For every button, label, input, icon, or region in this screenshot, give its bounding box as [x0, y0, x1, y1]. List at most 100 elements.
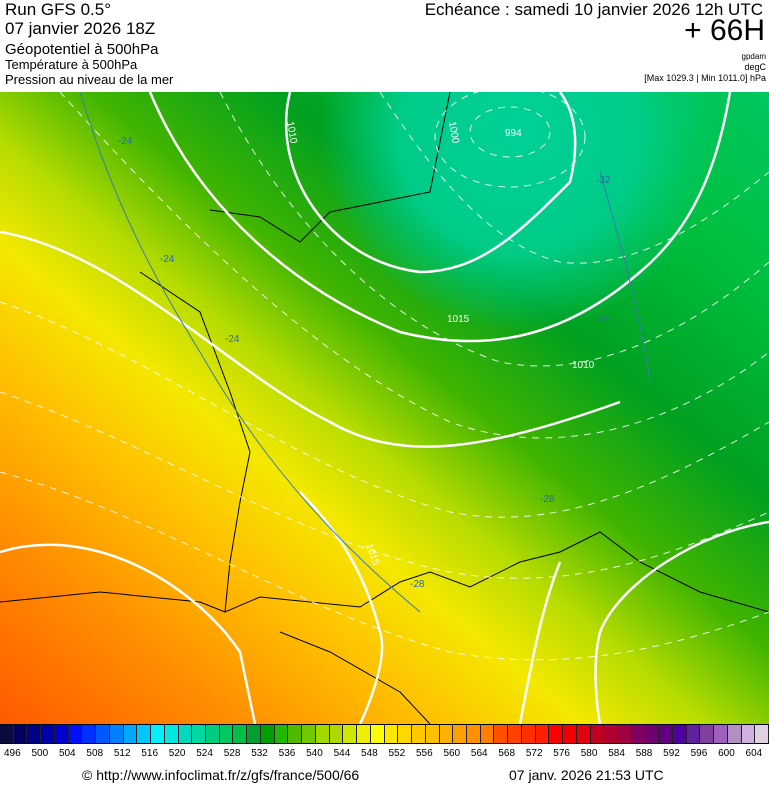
run-date: 07 janvier 2026 18Z [5, 19, 156, 38]
color-scale-cell [618, 725, 632, 743]
color-scale-cell [700, 725, 715, 743]
color-scale-cell [494, 725, 509, 743]
color-scale-cell [590, 725, 605, 743]
color-scale-cell [288, 725, 303, 743]
color-scale-cell [315, 725, 330, 743]
color-scale [0, 724, 769, 744]
color-scale-cell [233, 725, 248, 743]
lead-time: + 66H [684, 14, 765, 47]
color-scale-cell [672, 725, 687, 743]
color-scale-cell [247, 725, 261, 743]
color-scale-label: 532 [251, 748, 268, 759]
color-scale-cell [206, 725, 220, 743]
color-scale-label: 556 [415, 748, 433, 759]
layer-temperature: Température à 500hPa [5, 57, 138, 72]
color-scale-cell [82, 725, 97, 743]
color-scale-cell [686, 725, 701, 743]
coastline [0, 92, 769, 724]
color-scale-label: 508 [86, 748, 104, 759]
color-scale-label: 564 [470, 748, 488, 759]
color-scale-cell [439, 725, 454, 743]
color-scale-label: 552 [388, 748, 406, 759]
isotherm-label: -24 [118, 136, 133, 147]
color-scale-cell [714, 725, 728, 743]
generation-timestamp: 07 janv. 2026 21:53 UTC [509, 767, 664, 783]
color-scale-cell [741, 725, 756, 743]
color-scale-label: 536 [278, 748, 296, 759]
color-scale-cell [68, 725, 83, 743]
color-scale-label: 540 [306, 748, 323, 759]
isotherm-label: -28 [410, 579, 425, 590]
color-scale-cell [109, 725, 124, 743]
color-scale-label: 584 [608, 748, 625, 759]
isotherm-label: -24 [160, 254, 175, 265]
color-scale-label: 528 [223, 748, 241, 759]
isotherm-label: -24 [225, 334, 240, 345]
pressure-range: [Max 1029.3 | Min 1011.0] hPa [644, 73, 766, 83]
isotherm-label: -28 [540, 494, 555, 505]
color-scale-label: 560 [443, 748, 461, 759]
color-scale-cell [631, 725, 646, 743]
color-scale-label: 512 [113, 748, 131, 759]
color-scale-cell [123, 725, 138, 743]
color-scale-cell [370, 725, 385, 743]
color-scale-label: 520 [168, 748, 186, 759]
color-scale-cell [219, 725, 234, 743]
color-scale-cell [425, 725, 440, 743]
color-scale-cell [13, 725, 28, 743]
color-scale-cell [563, 725, 577, 743]
layer-pressure: Pression au niveau de la mer [5, 72, 174, 87]
color-scale-cell [96, 725, 110, 743]
color-scale-cell [54, 725, 69, 743]
color-scale-label: 572 [525, 748, 543, 759]
low-center-label: 994 [505, 128, 522, 139]
isotherm-label: -32 [596, 175, 611, 186]
isotherms [0, 92, 769, 661]
color-scale-cell [0, 725, 14, 743]
color-scale-label: 596 [690, 748, 708, 759]
color-scale-cell [302, 725, 316, 743]
color-scale-cell [384, 725, 399, 743]
color-scale-cell [755, 725, 769, 743]
color-scale-cell [466, 725, 481, 743]
isobar-label: 1010 [284, 121, 299, 145]
color-scale-cell [260, 725, 275, 743]
color-scale-label: 496 [4, 748, 21, 759]
color-scale-label: 568 [498, 748, 516, 759]
layer-geopotential: Géopotentiel à 500hPa [5, 41, 159, 58]
color-scale-cell [137, 725, 152, 743]
color-scale-cell [178, 725, 193, 743]
color-scale-label: 592 [663, 748, 680, 759]
color-scale-label: 504 [58, 748, 76, 759]
isobar-label: 1010 [572, 360, 595, 371]
color-scale-cell [549, 725, 564, 743]
color-scale-cell [521, 725, 536, 743]
isobar-label: 1000 [446, 121, 461, 145]
isotherm-label: -31 [596, 314, 611, 325]
color-scale-label: 588 [635, 748, 653, 759]
color-scale-cell [164, 725, 179, 743]
low-pressure-area [0, 92, 769, 724]
run-title: Run GFS 0.5° [5, 0, 112, 19]
color-scale-label: 500 [31, 748, 49, 759]
color-scale-cell [27, 725, 42, 743]
color-scale-cell [274, 725, 289, 743]
color-scale-label: 580 [580, 748, 598, 759]
color-scale-cell [604, 725, 619, 743]
color-scale-cell [41, 725, 55, 743]
isobar-label: 1015 [447, 314, 470, 325]
color-scale-cell [192, 725, 207, 743]
color-scale-cell [151, 725, 165, 743]
color-scale-cell [412, 725, 426, 743]
color-scale-label: 524 [196, 748, 213, 759]
unit-gpdam: gpdam [741, 52, 766, 61]
color-scale-cell [659, 725, 673, 743]
color-scale-cell [727, 725, 742, 743]
color-scale-label: 576 [553, 748, 570, 759]
color-scale-label: 516 [141, 748, 159, 759]
color-scale-cell [576, 725, 591, 743]
color-scale-cell [398, 725, 413, 743]
color-scale-cell [343, 725, 358, 743]
color-scale-labels: 496 500 504 508 512 516 520 524 528 532 536 540 544 5… [0, 748, 769, 760]
color-scale-cell [453, 725, 467, 743]
